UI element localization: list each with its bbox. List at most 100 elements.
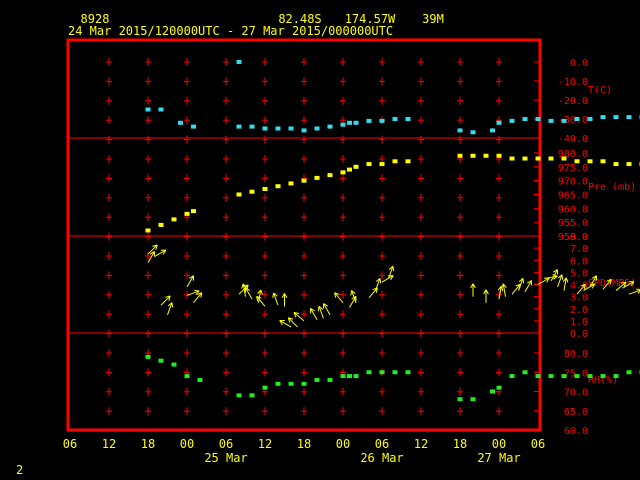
y-tick-label: -20.0 [558, 96, 588, 107]
temperature-point [600, 115, 606, 120]
wind-arrow [375, 278, 381, 291]
panel-label-humidity: RH(%) [588, 375, 618, 386]
y-tick-label: -30.0 [558, 115, 588, 126]
pressure-point [366, 162, 372, 167]
wind-arrow [524, 280, 532, 293]
wind-arrow [147, 251, 155, 263]
wind-arrow-head [557, 274, 563, 279]
pressure-point [470, 153, 476, 158]
wind-arrow-head [279, 320, 283, 325]
panel-label-pressure: Pre (mb) [588, 182, 636, 193]
x-tick-label: 18 [141, 437, 155, 451]
wind-arrow [518, 278, 524, 291]
wind-arrow [154, 249, 167, 258]
wind-arrow-head [375, 287, 378, 293]
temperature-point [347, 120, 352, 125]
wind-arrow-head [522, 278, 525, 284]
y-tick-label: 60.0 [564, 426, 588, 437]
humidity-point [184, 374, 190, 379]
wind-arrow [550, 269, 558, 282]
wind-arrow-head [388, 265, 394, 270]
humidity-point [158, 358, 164, 363]
temperature-point [522, 117, 528, 121]
wind-arrow-head [562, 277, 567, 282]
pressure-point [275, 184, 281, 189]
wind-arrow [293, 312, 305, 322]
wind-arrow-head [583, 284, 586, 290]
y-tick-label: 4.0 [570, 281, 588, 292]
wind-arrow-head [609, 279, 612, 285]
wind-arrow [511, 283, 521, 295]
y-tick-label: 975.0 [558, 163, 588, 174]
pressure-point [236, 192, 242, 197]
wind-arrow-head [485, 289, 489, 295]
wind-arrow-head [334, 292, 340, 296]
temperature-point [314, 126, 320, 131]
wind-arrow [576, 283, 586, 295]
wind-arrow-head [526, 280, 532, 284]
y-tick-label: 980.0 [558, 149, 588, 160]
x-tick-label: 06 [531, 437, 545, 451]
wind-arrow-head [287, 317, 291, 323]
wind-arrow-head [194, 289, 200, 292]
temperature-point [145, 107, 151, 112]
temperature-point [301, 128, 307, 133]
wind-arrow-head [591, 275, 597, 279]
temperature-point [158, 107, 164, 112]
wind-arrow-head [323, 303, 329, 307]
temperature-point [561, 118, 567, 123]
wind-arrow-head [390, 275, 394, 281]
temperature-point [353, 120, 359, 125]
pressure-point [262, 186, 268, 191]
wind-arrow-head [243, 284, 249, 287]
humidity-point [509, 374, 515, 379]
y-tick-label: 3.0 [570, 293, 588, 304]
humidity-point [548, 374, 554, 379]
wind-arrow [147, 244, 158, 255]
pressure-point [158, 222, 164, 227]
wind-arrow-head [188, 275, 194, 279]
temperature-point [405, 117, 411, 121]
wind-arrow-head [515, 283, 521, 287]
wind-arrow [256, 296, 266, 307]
x-tick-label: 12 [414, 437, 428, 451]
pressure-point [457, 153, 463, 158]
pressure-point [561, 156, 567, 161]
pressure-point [171, 217, 177, 222]
y-tick-label: 65.0 [564, 407, 588, 418]
temperature-point [236, 124, 242, 129]
x-tick-label: 12 [258, 437, 272, 451]
humidity-point [275, 381, 281, 386]
wind-arrow [287, 317, 298, 328]
x-tick-label: 06 [219, 437, 233, 451]
wind-arrow [349, 296, 357, 308]
pressure-point [496, 153, 502, 158]
temperature-point [613, 115, 619, 120]
pressure-point [483, 153, 489, 158]
wind-arrow-head [165, 295, 171, 298]
pressure-point [379, 162, 385, 167]
wind-arrow [245, 287, 253, 300]
humidity-point [314, 377, 320, 382]
wind-arrow [167, 302, 173, 315]
wind-arrow [381, 275, 394, 283]
humidity-point [535, 374, 541, 379]
wind-arrow [537, 277, 550, 285]
wind-arrow [502, 283, 506, 297]
y-tick-label: 2.0 [570, 305, 588, 316]
y-tick-label: 6.0 [570, 256, 588, 267]
wind-arrow [544, 275, 558, 279]
temperature-point [587, 117, 593, 121]
temperature-point [275, 126, 281, 131]
temperature-point [509, 118, 515, 123]
humidity-point [587, 374, 593, 379]
wind-arrow-head [168, 295, 171, 301]
temperature-point [457, 128, 463, 133]
humidity-point [522, 370, 528, 375]
temperature-point [340, 122, 346, 127]
wind-arrow [160, 295, 171, 306]
wind-arrow-head [546, 277, 550, 283]
pressure-point [548, 156, 554, 161]
humidity-point [249, 393, 255, 398]
pressure-point [600, 159, 606, 164]
